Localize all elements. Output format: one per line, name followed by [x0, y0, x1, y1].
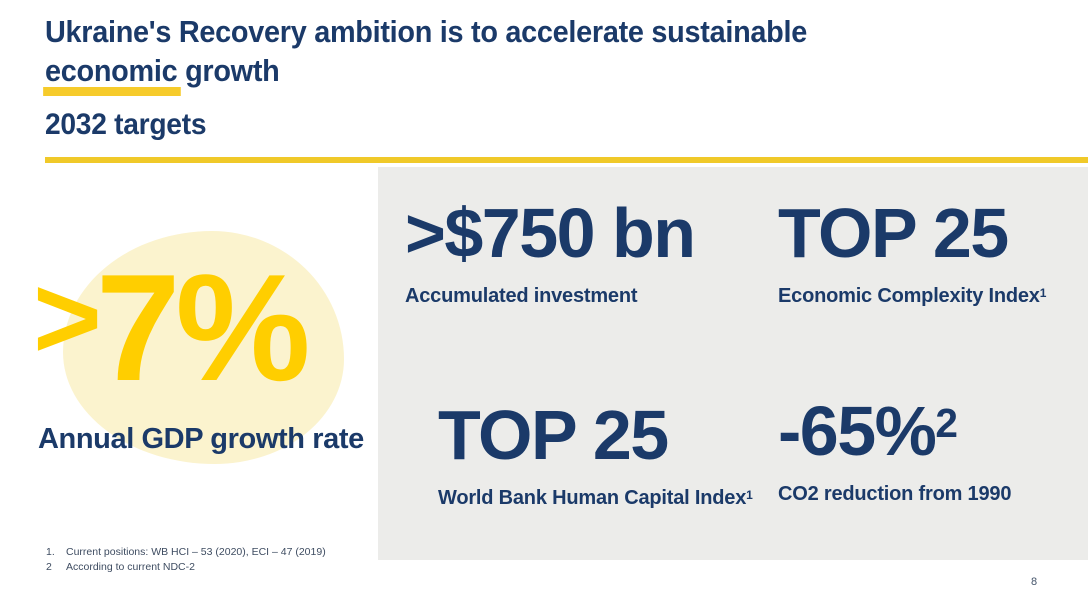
hero-stat-value: >7%	[33, 252, 311, 404]
yellow-blob-decoration	[63, 231, 344, 464]
stats-panel	[378, 167, 1088, 560]
stat-label: Economic Complexity Index1	[778, 285, 1047, 307]
stat-economic-complexity-index: TOP 25 Economic Complexity Index1	[778, 198, 1046, 308]
footnote-text: According to current NDC-2	[66, 561, 195, 574]
slide-title-line2: economic growth	[43, 51, 807, 97]
stat-value: TOP 25	[438, 396, 669, 474]
stat-value: >$750 bn	[405, 194, 696, 272]
stat-value: TOP 25	[778, 194, 1009, 272]
stat-label-sup: 1	[746, 488, 753, 503]
footnote-marker: 1.	[46, 546, 55, 558]
stat-value: -65%2	[778, 392, 958, 470]
slide-title: Ukraine's Recovery ambition is to accele…	[43, 12, 807, 97]
title-line2-rest: growth	[177, 53, 280, 89]
highlighted-word: economic	[43, 51, 182, 97]
stat-human-capital-index: TOP 25 World Bank Human Capital Index1	[438, 400, 753, 510]
stat-accumulated-investment: >$750 bn Accumulated investment	[405, 194, 696, 308]
footnote-marker: 2	[46, 561, 52, 574]
footnote-2: 2 According to current NDC-2	[46, 560, 326, 575]
greater-than-symbol: >	[33, 252, 102, 384]
stat-label: World Bank Human Capital Index1	[438, 487, 753, 509]
stat-label: Accumulated investment	[405, 285, 638, 307]
page-number: 8	[1031, 576, 1038, 588]
footnotes: 1. Current positions: WB HCI – 53 (2020)…	[46, 545, 326, 575]
stat-value-sup: 2	[935, 399, 958, 446]
hero-stat-number: 7%	[95, 243, 311, 413]
slide-title-line1: Ukraine's Recovery ambition is to accele…	[45, 14, 807, 49]
stat-label: CO2 reduction from 1990	[778, 483, 1012, 505]
stat-label-sup: 1	[1039, 286, 1047, 301]
hero-stat-label: Annual GDP growth rate	[38, 423, 364, 455]
gold-divider-rule	[45, 157, 1088, 163]
footnote-1: 1. Current positions: WB HCI – 53 (2020)…	[46, 545, 326, 560]
footnote-text: Current positions: WB HCI – 53 (2020), E…	[66, 546, 326, 558]
stat-co2-reduction: -65%2 CO2 reduction from 1990	[778, 396, 1011, 506]
section-heading: 2032 targets	[45, 108, 207, 141]
